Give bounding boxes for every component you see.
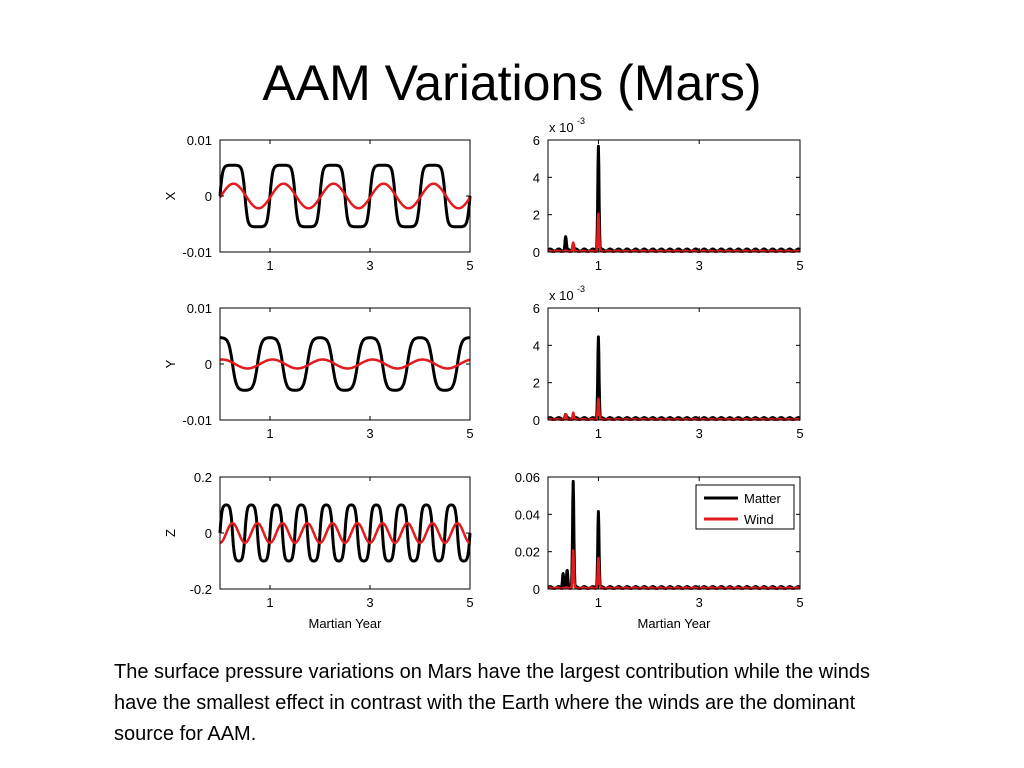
y-axis-label: X	[163, 191, 178, 200]
y-tick-label: 4	[533, 338, 540, 353]
y-tick-label: 0	[533, 413, 540, 428]
y-tick-label: 0	[533, 582, 540, 597]
x-tick-label: 3	[696, 258, 703, 273]
x-tick-label: 1	[595, 595, 602, 610]
legend-box	[695, 484, 795, 530]
legend-label-wind: Wind	[744, 512, 774, 527]
x-tick-label: 5	[796, 258, 803, 273]
x-axis-label: Martian Year	[638, 616, 712, 631]
y-axis-label: Z	[163, 529, 178, 537]
series-matter-line-5	[218, 503, 472, 563]
series-matter-line-3	[218, 336, 472, 392]
series-matter-line-2	[546, 144, 802, 253]
y-tick-label: 2	[533, 208, 540, 223]
plot-frame-2	[547, 139, 801, 253]
x-tick-label: 3	[366, 426, 373, 441]
exponent-power: -3	[577, 284, 585, 294]
y-tick-label: 0.01	[187, 133, 212, 148]
series-wind-line-2	[547, 212, 801, 253]
x-tick-label: 3	[696, 426, 703, 441]
exponent-base: x 10	[549, 120, 574, 135]
x-tick-label: 5	[466, 595, 473, 610]
legend-label-matter: Matter	[744, 491, 782, 506]
series-matter-line-4	[546, 335, 802, 421]
x-axis-label: Martian Year	[309, 616, 383, 631]
x-tick-label: 5	[796, 595, 803, 610]
x-tick-label: 1	[266, 595, 273, 610]
series-wind-line-3	[219, 358, 471, 370]
y-tick-label: 0.06	[515, 470, 540, 485]
y-tick-label: 6	[533, 301, 540, 316]
y-tick-label: 0	[205, 357, 212, 372]
y-tick-label: 0.04	[515, 507, 540, 522]
y-tick-label: -0.01	[182, 245, 212, 260]
exponent-power: -3	[577, 116, 585, 126]
slide-title: AAM Variations (Mars)	[262, 55, 762, 111]
y-tick-label: 2	[533, 376, 540, 391]
x-tick-label: 3	[366, 258, 373, 273]
x-tick-label: 3	[696, 595, 703, 610]
y-tick-label: 0	[205, 189, 212, 204]
y-tick-label: 6	[533, 133, 540, 148]
y-tick-label: -0.2	[190, 582, 212, 597]
y-axis-label: Y	[163, 359, 178, 368]
y-tick-label: 4	[533, 170, 540, 185]
y-tick-label: -0.01	[182, 413, 212, 428]
exponent-base: x 10	[549, 288, 574, 303]
y-tick-label: 0.2	[194, 470, 212, 485]
x-tick-label: 5	[466, 258, 473, 273]
x-tick-label: 5	[466, 426, 473, 441]
x-tick-label: 1	[266, 426, 273, 441]
x-tick-label: 1	[595, 426, 602, 441]
y-tick-label: 0	[205, 526, 212, 541]
y-tick-label: 0	[533, 245, 540, 260]
plot-frame-4	[547, 307, 801, 421]
series-wind-line-5	[219, 521, 471, 545]
series-wind-line-1	[218, 182, 472, 210]
series-wind-line-6	[547, 549, 801, 590]
x-tick-label: 1	[266, 258, 273, 273]
y-tick-label: 0.01	[187, 301, 212, 316]
x-tick-label: 3	[366, 595, 373, 610]
y-tick-label: 0.02	[515, 545, 540, 560]
x-tick-label: 5	[796, 426, 803, 441]
x-tick-label: 1	[595, 258, 602, 273]
plot-frame-6	[547, 476, 801, 590]
slide-caption: The surface pressure variations on Mars …	[114, 661, 870, 745]
